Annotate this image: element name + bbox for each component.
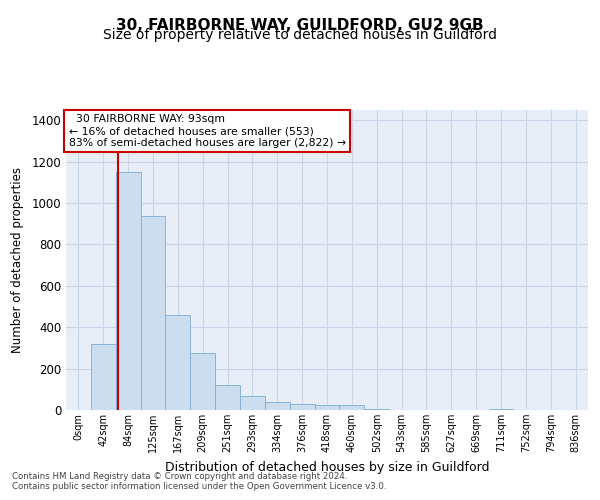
Bar <box>116 172 140 410</box>
Text: Contains public sector information licensed under the Open Government Licence v3: Contains public sector information licen… <box>12 482 386 491</box>
Bar <box>215 385 240 410</box>
Bar <box>91 344 116 410</box>
Bar <box>240 396 265 410</box>
Bar <box>166 315 190 410</box>
X-axis label: Distribution of detached houses by size in Guildford: Distribution of detached houses by size … <box>165 460 489 473</box>
Bar <box>290 404 314 410</box>
Bar <box>190 353 215 410</box>
Bar <box>314 405 340 410</box>
Y-axis label: Number of detached properties: Number of detached properties <box>11 167 25 353</box>
Bar <box>340 406 364 410</box>
Text: Contains HM Land Registry data © Crown copyright and database right 2024.: Contains HM Land Registry data © Crown c… <box>12 472 347 481</box>
Text: 30, FAIRBORNE WAY, GUILDFORD, GU2 9GB: 30, FAIRBORNE WAY, GUILDFORD, GU2 9GB <box>116 18 484 32</box>
Text: 30 FAIRBORNE WAY: 93sqm  
← 16% of detached houses are smaller (553)
83% of semi: 30 FAIRBORNE WAY: 93sqm ← 16% of detache… <box>68 114 346 148</box>
Bar <box>265 402 290 410</box>
Text: Size of property relative to detached houses in Guildford: Size of property relative to detached ho… <box>103 28 497 42</box>
Bar <box>364 409 389 410</box>
Bar <box>140 216 166 410</box>
Bar <box>488 409 514 410</box>
